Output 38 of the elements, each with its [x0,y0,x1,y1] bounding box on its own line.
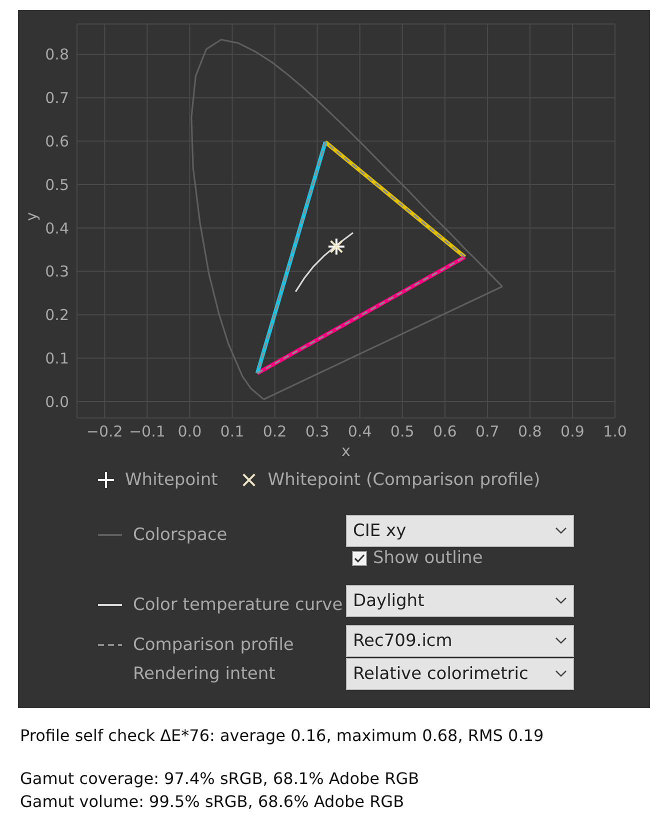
x-axis-title: x [342,442,351,460]
y-tick-label: 0.2 [45,306,69,324]
x-tick-label: 0.8 [518,422,542,441]
dropdown: Daylight [346,585,574,617]
y-axis-title: y [22,212,40,221]
legend-label: Comparison profile [133,635,294,655]
x-tick-label: 0.6 [432,422,457,441]
x-tick-label: 0.1 [220,422,244,441]
y-tick-label: 0.5 [45,176,69,194]
legend-label: Whitepoint [125,470,218,490]
dropdown: CIE xy [346,515,574,547]
text: Gamut volume: 99.5% sRGB, 68.6% Adobe RGB [20,791,406,813]
y-tick-label: 0.1 [45,349,69,368]
y-tick-label: 0.4 [45,219,69,238]
x-tick-label: 0.3 [305,422,330,441]
text: Gamut coverage: 97.4% sRGB, 68.1% Adobe RGB [20,768,420,790]
dropdown: Rec709.icm [346,625,574,657]
text: Profile self check ΔE*76: average 0.16, maximum 0.68, RMS 0.19 [20,725,545,747]
x-tick-label: 1.0 [603,422,627,441]
dropdown: Relative colorimetric [346,658,574,690]
x-tick-label: 0.7 [475,422,500,441]
x-tick-label: 0.0 [178,422,202,441]
x-tick-label: 0.5 [390,422,414,441]
y-tick-label: 0.7 [45,89,69,108]
y-tick-label: 0.3 [45,262,69,281]
legend-label: Colorspace [133,525,228,545]
x-tick-label: 0.2 [262,422,287,441]
x-tick-label: −0.1 [128,422,166,441]
x-tick-label: −0.2 [86,422,123,441]
y-tick-label: 0.8 [45,46,69,64]
legend-label: Whitepoint (Comparison profile) [268,470,540,490]
y-tick-label: 0.6 [45,132,69,150]
legend-label: Color temperature curve [133,595,343,615]
x-tick-label: 0.4 [348,422,372,441]
x-tick-label: 0.9 [560,422,584,441]
y-tick-label: 0.0 [45,392,69,411]
text: Show outline [373,548,483,568]
text: Rendering intent [133,663,276,686]
